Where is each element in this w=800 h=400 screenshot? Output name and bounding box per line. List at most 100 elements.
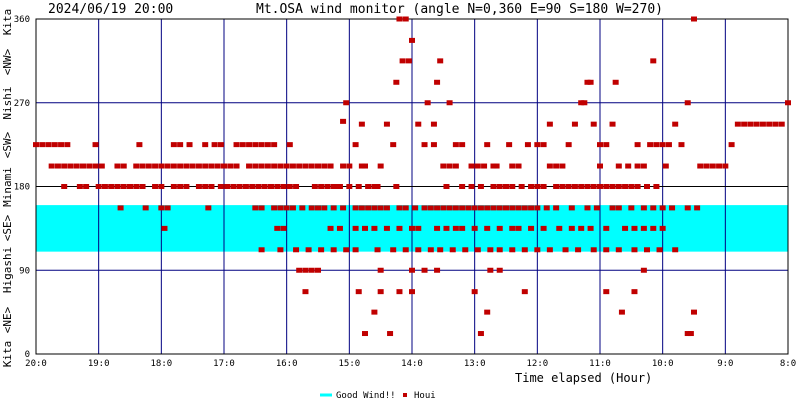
y-side-word: <NE>: [1, 306, 14, 333]
data-point: [590, 247, 597, 253]
data-point: [54, 163, 61, 169]
data-point: [490, 205, 497, 211]
data-point: [434, 225, 441, 231]
legend: Good Wind!! Houi: [320, 391, 436, 400]
y-tick-label: 0: [25, 350, 30, 360]
data-point: [741, 121, 748, 127]
y-tick-label: 180: [14, 183, 30, 193]
data-point: [48, 163, 55, 169]
x-tick-label: 16:0: [276, 359, 298, 369]
data-point: [133, 184, 140, 189]
data-point: [362, 225, 368, 231]
data-point: [271, 205, 278, 211]
data-point: [330, 247, 337, 253]
data-point: [665, 142, 672, 148]
data-point: [221, 163, 227, 169]
data-point: [684, 100, 691, 106]
y-side-word: Nishi: [1, 86, 14, 119]
data-point: [283, 163, 290, 169]
data-point: [747, 121, 754, 127]
data-point: [684, 331, 691, 337]
grid: [35, 18, 789, 355]
data-point: [452, 205, 459, 211]
chart-subtitle: Mt.OSA wind monitor (angle N=0,360 E=90 …: [256, 2, 663, 17]
data-point: [133, 163, 140, 169]
data-point: [120, 184, 127, 189]
data-point: [271, 142, 278, 148]
data-point: [503, 205, 509, 211]
data-point: [647, 142, 654, 148]
data-point: [484, 205, 491, 211]
data-point: [459, 142, 466, 148]
data-point: [568, 205, 575, 211]
data-point: [672, 247, 679, 253]
data-point: [496, 205, 503, 211]
data-point: [785, 100, 791, 106]
data-point: [597, 142, 603, 148]
data-point: [694, 205, 701, 211]
chart-title: 2024/06/19 20:00: [48, 2, 173, 17]
data-point: [540, 142, 547, 148]
data-point: [490, 163, 497, 169]
data-point: [687, 331, 694, 337]
data-point: [440, 205, 447, 211]
data-point: [296, 267, 303, 273]
data-point: [352, 247, 359, 253]
data-point: [521, 289, 528, 295]
data-point: [286, 184, 293, 189]
data-point: [67, 163, 74, 169]
data-point: [308, 205, 315, 211]
data-point: [477, 184, 484, 189]
data-point: [205, 205, 212, 211]
data-point: [615, 163, 622, 169]
data-point: [164, 163, 171, 169]
data-point: [443, 184, 450, 189]
data-point: [108, 184, 115, 189]
y-side-word: Kita: [1, 341, 14, 368]
data-point: [327, 163, 334, 169]
data-point: [277, 247, 284, 253]
legend-houi-marker: [403, 393, 407, 397]
data-point: [280, 184, 287, 189]
data-point: [61, 163, 68, 169]
data-point: [393, 79, 400, 85]
data-point: [296, 163, 303, 169]
data-point: [653, 142, 660, 148]
data-point: [371, 309, 378, 315]
y-axis-side-label: Kita <NE> Higashi <SE> Minami <SW> Nishi <NW> Ki…: [1, 9, 14, 368]
data-point: [258, 205, 265, 211]
data-point: [678, 142, 685, 148]
data-point: [164, 205, 171, 211]
data-point: [534, 142, 541, 148]
x-axis-label: Time elapsed (Hour): [515, 371, 652, 385]
data-point: [158, 184, 165, 189]
data-point: [83, 184, 90, 189]
data-point: [352, 142, 359, 148]
data-point: [625, 163, 632, 169]
data-point: [383, 225, 390, 231]
data-point: [264, 142, 271, 148]
data-point: [409, 267, 415, 273]
data-point: [446, 163, 453, 169]
data-point: [515, 225, 522, 231]
data-point: [484, 225, 491, 231]
data-point: [628, 184, 635, 189]
data-point: [521, 205, 528, 211]
data-point: [590, 121, 597, 127]
data-point: [268, 184, 274, 189]
data-point: [33, 142, 39, 148]
data-point: [465, 205, 472, 211]
data-point: [615, 205, 622, 211]
data-point: [195, 163, 202, 169]
data-point: [521, 247, 528, 253]
data-point: [396, 225, 403, 231]
data-point: [415, 225, 422, 231]
data-point: [340, 118, 347, 124]
data-point: [584, 205, 591, 211]
data-point: [578, 100, 585, 106]
data-point: [355, 184, 362, 189]
data-point: [399, 58, 406, 64]
data-point: [142, 205, 149, 211]
data-point: [524, 142, 531, 148]
